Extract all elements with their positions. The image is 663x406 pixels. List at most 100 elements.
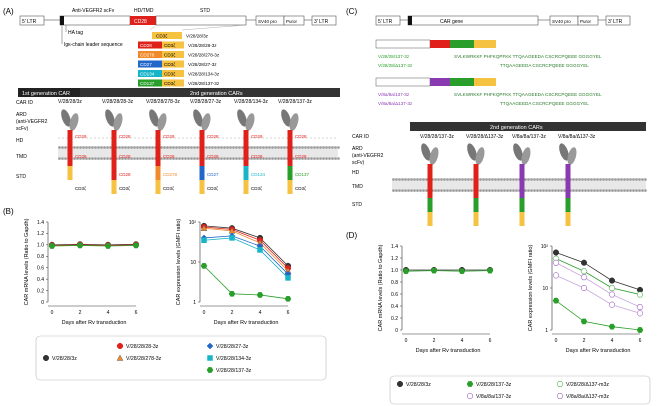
lipid-head (413, 178, 416, 181)
car-id: V/28/28/28-3z (102, 99, 134, 105)
lipid-head (407, 189, 410, 192)
lipid-head (488, 189, 491, 192)
legend-marker (556, 381, 564, 387)
lipid-head (533, 189, 536, 192)
tm-domain (519, 176, 525, 198)
lipid-head (142, 157, 145, 160)
lipid-head (280, 146, 283, 149)
data-point (608, 323, 616, 330)
lipid-head (401, 189, 404, 192)
lipid-head (410, 178, 413, 181)
car-id: V/28/28/278-3z (146, 99, 180, 105)
lipid-head (563, 178, 566, 181)
lipid-head (58, 146, 61, 149)
tm-label: CD28 (295, 154, 307, 159)
data-point (580, 268, 588, 275)
lipid-head (581, 189, 584, 192)
lipid-head (76, 146, 79, 149)
lipid-head (581, 178, 584, 181)
lipid-head (277, 157, 280, 160)
lipid-head (301, 146, 304, 149)
tm-label: CD28 (119, 154, 131, 159)
lipid-head (641, 178, 644, 181)
lipid-head (440, 189, 443, 192)
lipid-head (512, 178, 515, 181)
y-tick-label: 10² (541, 244, 549, 250)
legend-label: V/28/28/3z (52, 356, 77, 362)
lipid-head (614, 178, 617, 181)
sub2-cd137 (450, 78, 474, 86)
hinge-domain (155, 130, 161, 144)
lipid-head (422, 178, 425, 181)
lipid-head (64, 146, 67, 149)
x-tick-label: 4 (611, 338, 614, 344)
legend-label: V/28/28/3z (406, 382, 431, 388)
lipid-head (434, 189, 437, 192)
lipid-head (295, 157, 298, 160)
lipid-head (304, 157, 307, 160)
sub2-scfv (375, 77, 431, 87)
lipid-head (118, 146, 121, 149)
hd-label: CD28 (251, 134, 263, 139)
y-tick-label: 0.4 (391, 304, 398, 310)
lipid-head (334, 157, 337, 160)
cd3z-domain (111, 180, 117, 194)
legend-marker (116, 342, 124, 350)
lipid-head (620, 189, 623, 192)
lipid-head (322, 157, 325, 160)
lipid-head (136, 146, 139, 149)
y-tick-label: 1.4 (37, 220, 44, 226)
cd3z-domain (427, 212, 433, 226)
lipid-head (524, 189, 527, 192)
costim-label: CD278 (163, 172, 178, 177)
legend-label: V/28/28/Δ137-m3z (566, 382, 609, 388)
lipid-head (425, 189, 428, 192)
variant-name: V/28/28/278-3z (188, 53, 220, 58)
lipid-head (103, 157, 106, 160)
data-point (608, 277, 616, 284)
x-axis-label: Days after Rv transduction (62, 320, 127, 326)
lipid-head (109, 146, 112, 149)
data-point (48, 243, 56, 249)
lipid-head (446, 189, 449, 192)
row-label: CAR ID (16, 100, 33, 106)
variant-cd3z-box (162, 51, 184, 58)
lipid-head (256, 157, 259, 160)
variant-cd3z-box (162, 79, 184, 87)
lipid-head (184, 146, 187, 149)
lipid-head (295, 146, 298, 149)
lipid-head (196, 157, 199, 160)
data-point (228, 290, 236, 297)
panel-label-a: (A) (3, 7, 14, 16)
legend-marker (466, 392, 474, 400)
hinge-domain (427, 164, 433, 176)
lipid-head (434, 178, 437, 181)
data-point (132, 242, 140, 249)
ltr5-box-c (375, 15, 401, 26)
lipid-head (419, 189, 422, 192)
lipid-head (407, 178, 410, 181)
sequence-list-c: V/28/28/137-3z SVLKWRKKF PHFKQPFKK TTQAAG… (378, 54, 602, 106)
car-id: V/28/28/137-3z (278, 99, 312, 105)
variant-domain-label: CD134 (140, 72, 155, 77)
lipid-head (392, 178, 395, 181)
scfv-vl (201, 113, 211, 131)
lipid-head (446, 178, 449, 181)
ltr5-label-a: 5' LTR (22, 19, 37, 25)
lipid-head (584, 178, 587, 181)
lipid-head (226, 157, 229, 160)
variant-cd3z-label: CD3ζ (164, 81, 175, 87)
x-tick-label: 6 (639, 338, 642, 344)
lipid-head (527, 178, 530, 181)
x-axis-label: Days after Rv transduction (416, 348, 481, 354)
cd28-label-a: CD28 (134, 19, 147, 25)
variant-name: V/28/28/134-3z (188, 72, 220, 77)
lipid-head (527, 189, 530, 192)
x-tick-label: 2 (583, 338, 586, 344)
y-tick-label: 0.6 (391, 292, 398, 298)
lipid-head (316, 157, 319, 160)
lipid-head (509, 178, 512, 181)
lipid-head (575, 178, 578, 181)
scfv-label-a: Anti-VEGFR2 scFv (72, 8, 115, 14)
lipid-head (166, 157, 169, 160)
